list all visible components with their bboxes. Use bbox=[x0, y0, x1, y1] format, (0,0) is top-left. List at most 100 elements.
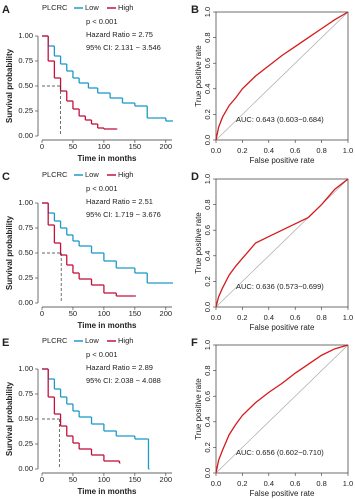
x-tick-label: 150 bbox=[129, 142, 142, 151]
auc-annotation: AUC: 0.656 (0.602−0.710) bbox=[236, 448, 324, 457]
roc-curve bbox=[215, 178, 349, 308]
x-axis-label: False positive rate bbox=[250, 489, 315, 498]
x-axis-label: Time in months bbox=[78, 154, 138, 163]
annotation: p < 0.001 bbox=[86, 17, 118, 26]
y-tick-label: 0.50 bbox=[18, 81, 33, 90]
y-tick-label: 0.25 bbox=[18, 106, 33, 115]
legend-title: PLCRC bbox=[42, 170, 68, 179]
x-tick-label: 0.0 bbox=[211, 479, 221, 488]
x-tick-label: 100 bbox=[98, 142, 111, 151]
x-tick-label: 0 bbox=[40, 475, 44, 484]
plot-frame bbox=[215, 11, 349, 141]
y-tick-label: 0.4 bbox=[203, 251, 212, 261]
annotation: Hazard Ratio = 2.51 bbox=[86, 197, 153, 206]
x-tick-label: 0.4 bbox=[264, 313, 274, 322]
annotation: Hazard Ratio = 2.75 bbox=[86, 30, 153, 39]
x-tick-label: 0.2 bbox=[237, 479, 247, 488]
x-tick-label: 0.6 bbox=[290, 313, 300, 322]
legend-label: High bbox=[118, 336, 133, 345]
y-tick-label: 0.50 bbox=[18, 248, 33, 257]
y-tick-label: 0.75 bbox=[18, 389, 33, 398]
legend-title: PLCRC bbox=[42, 336, 68, 345]
y-tick-label: 1.00 bbox=[18, 364, 33, 373]
y-tick-label: 0.0 bbox=[203, 468, 212, 478]
reference-diagonal bbox=[215, 11, 349, 141]
panel-label: A bbox=[2, 4, 10, 16]
y-tick-label: 1.0 bbox=[203, 7, 212, 17]
y-tick-label: 0.75 bbox=[18, 56, 33, 65]
annotation: 95% CI: 2.131 − 3.546 bbox=[86, 43, 161, 52]
annotation: p < 0.001 bbox=[86, 350, 118, 359]
y-tick-label: 0.8 bbox=[203, 199, 212, 209]
annotation: Hazard Ratio = 2.89 bbox=[86, 363, 153, 372]
legend-label: Low bbox=[85, 3, 99, 12]
y-tick-label: 0.0 bbox=[203, 135, 212, 145]
y-tick-label: 0.4 bbox=[203, 417, 212, 427]
panel-label: D bbox=[191, 171, 199, 183]
y-tick-label: 0.6 bbox=[203, 225, 212, 235]
plot-frame bbox=[215, 344, 349, 474]
y-tick-label: 0.6 bbox=[203, 58, 212, 68]
y-tick-label: 0.4 bbox=[203, 84, 212, 94]
x-tick-label: 0.6 bbox=[290, 146, 300, 155]
x-tick-label: 200 bbox=[160, 142, 173, 151]
reference-diagonal bbox=[215, 344, 349, 474]
x-tick-label: 1.0 bbox=[343, 479, 353, 488]
y-tick-label: 0.6 bbox=[203, 391, 212, 401]
annotation: p < 0.001 bbox=[86, 184, 118, 193]
panel-label: F bbox=[191, 337, 198, 349]
y-tick-label: 0.25 bbox=[18, 273, 33, 282]
x-tick-label: 50 bbox=[69, 142, 77, 151]
roc-curve bbox=[215, 344, 349, 474]
x-tick-label: 0.2 bbox=[237, 146, 247, 155]
y-axis-label: True positive rate bbox=[194, 212, 203, 274]
x-tick-label: 0 bbox=[40, 142, 44, 151]
y-tick-label: 0.2 bbox=[203, 109, 212, 119]
auc-annotation: AUC: 0.643 (0.603−0.684) bbox=[236, 115, 324, 124]
legend-label: Low bbox=[85, 336, 99, 345]
x-tick-label: 50 bbox=[69, 309, 77, 318]
y-axis-label: Survival probability bbox=[5, 215, 14, 290]
x-axis-label: Time in months bbox=[78, 487, 138, 496]
y-axis-label: True positive rate bbox=[194, 378, 203, 440]
x-tick-label: 100 bbox=[98, 309, 111, 318]
y-tick-label: 0.0 bbox=[203, 302, 212, 312]
y-tick-label: 1.0 bbox=[203, 340, 212, 350]
roc-curve bbox=[215, 11, 349, 141]
x-tick-label: 0.6 bbox=[290, 479, 300, 488]
annotation: 95% CI: 2.038 − 4.088 bbox=[86, 376, 161, 385]
y-tick-label: 0.00 bbox=[18, 298, 33, 307]
x-tick-label: 50 bbox=[69, 475, 77, 484]
y-tick-label: 1.00 bbox=[18, 198, 33, 207]
x-tick-label: 150 bbox=[129, 475, 142, 484]
y-tick-label: 0.50 bbox=[18, 414, 33, 423]
x-tick-label: 1.0 bbox=[343, 146, 353, 155]
auc-annotation: AUC: 0.636 (0.573−0.699) bbox=[236, 282, 324, 291]
x-axis-label: False positive rate bbox=[250, 156, 315, 165]
legend-label: High bbox=[118, 170, 133, 179]
y-tick-label: 0.8 bbox=[203, 32, 212, 42]
y-tick-label: 0.00 bbox=[18, 131, 33, 140]
y-axis-label: True positive rate bbox=[194, 45, 203, 107]
legend-title: PLCRC bbox=[42, 3, 68, 12]
y-tick-label: 0.2 bbox=[203, 276, 212, 286]
x-tick-label: 1.0 bbox=[343, 313, 353, 322]
x-tick-label: 0.0 bbox=[211, 313, 221, 322]
y-axis-label: Survival probability bbox=[5, 381, 14, 456]
x-tick-label: 0.4 bbox=[264, 146, 274, 155]
legend-label: Low bbox=[85, 170, 99, 179]
x-tick-label: 200 bbox=[160, 475, 173, 484]
x-tick-label: 0.8 bbox=[316, 146, 326, 155]
panel-label: E bbox=[2, 337, 9, 349]
y-tick-label: 0.8 bbox=[203, 365, 212, 375]
x-tick-label: 100 bbox=[98, 475, 111, 484]
y-tick-label: 0.00 bbox=[18, 464, 33, 473]
x-tick-label: 150 bbox=[129, 309, 142, 318]
x-tick-label: 0 bbox=[40, 309, 44, 318]
y-tick-label: 0.2 bbox=[203, 442, 212, 452]
y-tick-label: 1.0 bbox=[203, 174, 212, 184]
legend-label: High bbox=[118, 3, 133, 12]
x-tick-label: 200 bbox=[160, 309, 173, 318]
y-tick-label: 1.00 bbox=[18, 31, 33, 40]
panel-label: B bbox=[191, 4, 199, 16]
